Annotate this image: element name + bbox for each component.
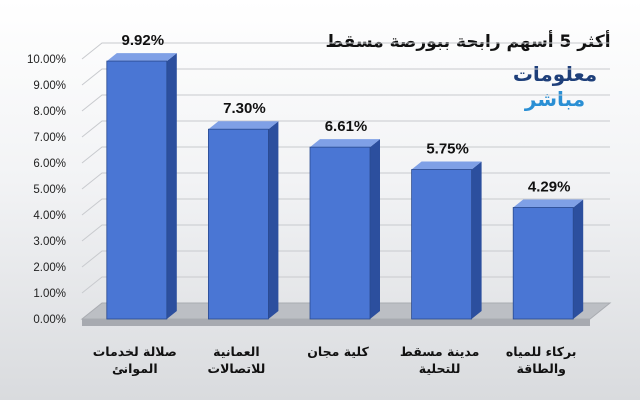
bar [512, 199, 584, 320]
bar [106, 53, 177, 320]
y-tick-label: 4.00% [33, 210, 66, 222]
y-tick-label: 7.00% [33, 132, 66, 144]
y-tick-label: 10.00% [27, 54, 66, 66]
category-label: للتحلية [419, 361, 461, 376]
logo-text-line1: معلومات [513, 62, 597, 86]
y-tick-label: 5.00% [33, 184, 66, 196]
category-label: الموانئ [112, 361, 158, 376]
bar-front [207, 128, 269, 320]
bar-top [411, 161, 482, 170]
bar [207, 121, 279, 320]
bar-side [573, 199, 584, 319]
bar-front [512, 207, 574, 320]
category-label: للاتصالات [208, 361, 266, 376]
y-tick-label: 9.00% [33, 80, 66, 92]
bar-side [268, 121, 279, 319]
data-labels: 9.92% 7.30% 6.61% 5.75% 4.29% [122, 32, 571, 195]
category-label: والطاقة [517, 361, 566, 376]
grid-line [81, 146, 610, 164]
chart-title: أكثر 5 أسهم رابحة ببورصة مسقط [325, 30, 610, 52]
bar-side [471, 161, 482, 319]
y-tick-label: 8.00% [33, 106, 66, 118]
category-label: العمانية [213, 344, 259, 359]
bar-front [411, 169, 473, 320]
data-label: 9.92% [122, 32, 165, 49]
category-label: كلية مجان [307, 344, 369, 359]
category-label: بركاء للمياه [506, 344, 577, 359]
bars [106, 53, 584, 320]
bar [411, 161, 482, 320]
bar-side [370, 139, 380, 319]
logo: معلومات مباشر [513, 62, 597, 111]
y-tick-label: 0.00% [33, 314, 66, 326]
bar-top [310, 139, 380, 148]
bar-top [513, 199, 584, 208]
data-label: 6.61% [325, 118, 368, 135]
bar-front [106, 60, 168, 320]
bar-front [309, 146, 371, 320]
bar [309, 139, 380, 320]
grid-line [81, 68, 610, 86]
data-label: 4.29% [528, 178, 571, 195]
y-tick-label: 3.00% [33, 236, 66, 248]
bar-top [106, 53, 177, 62]
bar-top [208, 121, 279, 130]
grid-line [81, 42, 610, 60]
category-label: صلالة لخدمات [93, 344, 177, 359]
grid-line [81, 120, 610, 138]
category-labels: صلالة لخدمات الموانئ العمانية للاتصالات كلية… [93, 344, 577, 376]
category-label: مدينة مسقط [400, 344, 480, 359]
y-tick-label: 6.00% [33, 158, 66, 170]
bar-side [166, 53, 177, 319]
data-label: 5.75% [426, 141, 469, 158]
logo-text-line2: مباشر [524, 87, 585, 111]
y-tick-label: 2.00% [33, 262, 66, 274]
y-axis-ticks: 0.00% 1.00% 2.00% 3.00% 4.00% 5.00% 6.00% 7.00%… [27, 54, 66, 326]
data-label: 7.30% [223, 100, 266, 117]
floor-edge [82, 319, 590, 326]
grid-line [81, 94, 610, 112]
y-tick-label: 1.00% [33, 288, 66, 300]
